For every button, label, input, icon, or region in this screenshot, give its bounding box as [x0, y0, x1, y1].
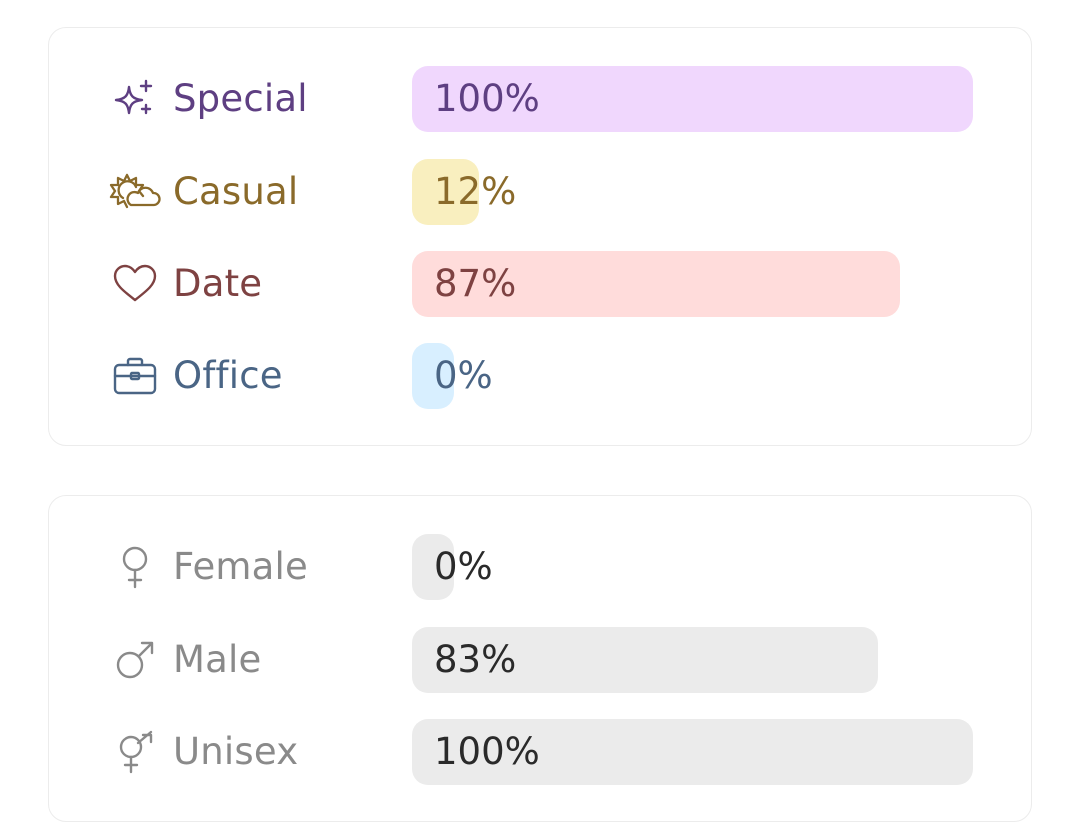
male-symbol-icon — [109, 640, 161, 680]
occasion-label: Date — [173, 262, 263, 305]
percentage-value: 0% — [434, 354, 493, 397]
progress-track: 0% — [412, 534, 973, 600]
heart-icon — [109, 264, 161, 304]
percentage-value: 100% — [434, 730, 540, 773]
female-symbol-icon — [109, 546, 161, 589]
gender-card: Female 0% Male 83% Unisex — [48, 495, 1032, 822]
percentage-value: 87% — [434, 262, 517, 305]
progress-fill — [412, 719, 973, 785]
progress-fill — [412, 251, 901, 317]
percentage-value: 0% — [434, 545, 493, 588]
progress-track: 12% — [412, 159, 973, 225]
progress-track: 87% — [412, 251, 973, 317]
percentage-value: 83% — [434, 638, 517, 681]
occasion-row-office: Office 0% — [49, 343, 1031, 409]
briefcase-icon — [109, 356, 161, 396]
gender-label: Unisex — [173, 730, 299, 773]
gender-label: Male — [173, 638, 262, 681]
gender-row-unisex: Unisex 100% — [49, 719, 1031, 785]
gender-row-male: Male 83% — [49, 627, 1031, 693]
gender-row-female: Female 0% — [49, 534, 1031, 600]
occasion-row-special: Special 100% — [49, 66, 1031, 132]
occasion-label: Office — [173, 354, 283, 397]
occasion-label: Casual — [173, 170, 299, 213]
occasion-row-date: Date 87% — [49, 251, 1031, 317]
occasion-label: Special — [173, 77, 308, 120]
occasion-row-casual: Casual 12% — [49, 159, 1031, 225]
progress-track: 100% — [412, 719, 973, 785]
progress-fill — [412, 159, 480, 225]
unisex-symbol-icon — [109, 730, 161, 774]
sparkles-icon — [109, 79, 161, 119]
progress-fill — [412, 66, 973, 132]
progress-fill — [412, 343, 454, 409]
progress-track: 0% — [412, 343, 973, 409]
percentage-value: 12% — [434, 170, 517, 213]
progress-fill — [412, 534, 454, 600]
progress-track: 100% — [412, 66, 973, 132]
progress-fill — [412, 627, 878, 693]
gender-label: Female — [173, 545, 308, 588]
progress-track: 83% — [412, 627, 973, 693]
percentage-value: 100% — [434, 77, 540, 120]
occasion-card: Special 100% Casual 12% Date 8 — [48, 27, 1032, 446]
sun-cloud-icon — [109, 172, 161, 212]
